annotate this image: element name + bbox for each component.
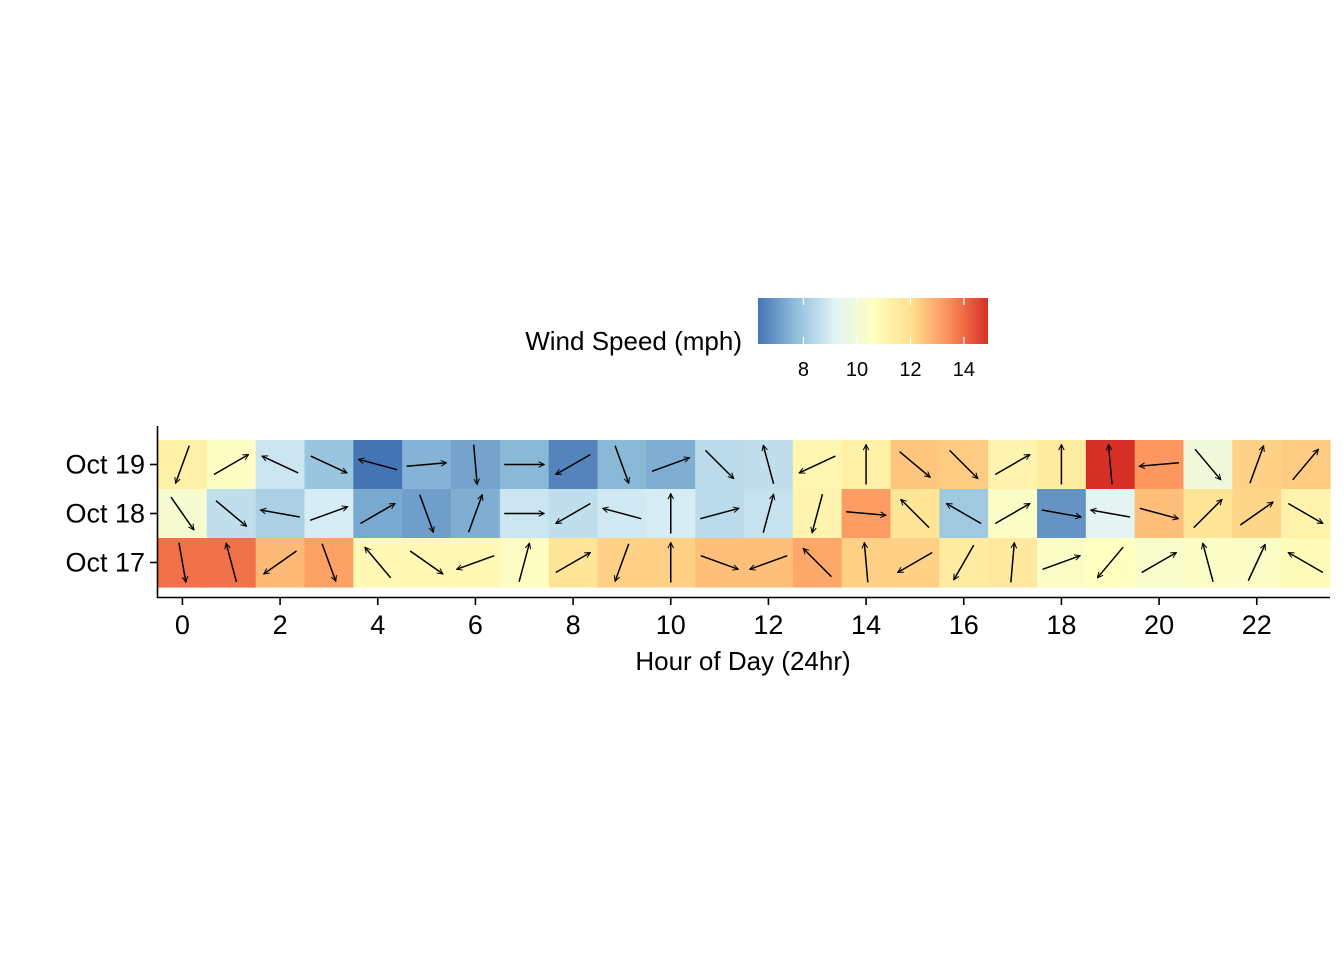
wind-direction-arrow [226, 543, 238, 583]
wind-direction-arrow [1194, 448, 1221, 480]
x-tick-label: 8 [566, 610, 581, 640]
x-tick-label: 0 [175, 610, 190, 640]
wind-direction-arrow [170, 496, 194, 530]
wind-direction-arrow [614, 445, 629, 484]
wind-direction-arrow [358, 459, 398, 471]
wind-direction-arrow [994, 453, 1030, 476]
wind-direction-arrow [321, 543, 336, 582]
wind-direction-arrow [472, 444, 477, 485]
wind-direction-arrow [409, 550, 443, 574]
x-tick-label: 6 [468, 610, 483, 640]
x-axis-ticks: 0 2 4 6 8 10 12 14 16 18 20 22 [175, 598, 1272, 640]
wind-direction-arrow [1139, 462, 1180, 466]
wind-direction-arrow [310, 455, 347, 474]
x-tick-label: 20 [1144, 610, 1174, 640]
wind-direction-arrow [803, 548, 832, 578]
y-tick-label: Oct 17 [65, 548, 145, 578]
wind-direction-arrow [949, 449, 978, 478]
wind-direction-arrow [262, 455, 299, 474]
wind-direction-arrow [264, 550, 297, 574]
wind-direction-arrow [898, 551, 933, 574]
wind-direction-arrow [1042, 556, 1081, 571]
x-axis-title: Hour of Day (24hr) [635, 646, 850, 676]
wind-direction-arrow [1288, 551, 1324, 574]
wind-direction-arrow [260, 510, 300, 518]
wind-direction-arrow [1041, 509, 1081, 517]
legend-ticks: 8 10 12 14 [798, 298, 975, 381]
wind-direction-arrow [213, 453, 249, 476]
wind-direction-arrow [812, 493, 824, 533]
wind-direction-arrow [651, 458, 690, 473]
wind-direction-arrow [750, 554, 788, 570]
wind-direction-arrow [365, 547, 392, 579]
y-axis-ticks: Oct 19 Oct 18 Oct 17 [65, 450, 157, 578]
y-tick-label: Oct 19 [65, 450, 145, 480]
wind-arrows [170, 444, 1324, 583]
wind-direction-arrow [603, 508, 642, 520]
x-tick-label: 16 [949, 610, 979, 640]
x-tick-label: 18 [1046, 610, 1076, 640]
wind-direction-arrow [799, 455, 836, 474]
wind-direction-arrow [419, 494, 434, 533]
wind-direction-arrow [864, 543, 869, 583]
legend-tick-label: 14 [953, 359, 975, 381]
wind-direction-arrow [1249, 446, 1264, 484]
wind-direction-arrow [406, 463, 447, 467]
wind-direction-arrow [1010, 543, 1014, 583]
legend: Wind Speed (mph) 8 10 12 14 [525, 298, 988, 381]
wind-direction-arrow [457, 554, 495, 570]
wind-direction-arrow [1287, 502, 1323, 525]
wind-direction-arrow [1091, 510, 1131, 518]
wind-direction-arrow [899, 451, 931, 478]
wind-direction-arrow [704, 449, 733, 478]
wind-direction-arrow [555, 551, 591, 574]
legend-tick-label: 10 [846, 359, 868, 381]
wind-direction-arrow [700, 554, 739, 570]
wind-direction-arrow [309, 507, 348, 522]
wind-direction-arrow [215, 500, 247, 527]
axes: Oct 19 Oct 18 Oct 17 0 2 4 6 8 10 12 14 16 18 20 22 H… [65, 426, 1330, 676]
wind-direction-arrow [1097, 546, 1124, 578]
wind-direction-arrow [763, 445, 775, 485]
x-tick-label: 12 [753, 610, 783, 640]
wind-direction-arrow [176, 445, 190, 484]
legend-tick-label: 8 [798, 359, 809, 381]
y-tick-label: Oct 18 [65, 499, 145, 529]
wind-direction-arrow [953, 544, 975, 580]
wind-direction-arrow [467, 495, 483, 533]
wind-direction-arrow [846, 511, 886, 515]
x-tick-label: 2 [273, 610, 288, 640]
wind-direction-arrow [615, 543, 630, 582]
wind-direction-arrow [556, 502, 591, 525]
wind-direction-arrow [360, 502, 395, 525]
wind-direction-arrow [1139, 507, 1179, 518]
wind-direction-arrow [1109, 445, 1113, 485]
x-tick-label: 10 [656, 610, 686, 640]
legend-title: Wind Speed (mph) [525, 326, 742, 356]
wind-direction-arrow [518, 543, 529, 583]
legend-tick-label: 12 [899, 359, 921, 381]
wind-direction-arrow [1141, 551, 1177, 574]
wind-direction-arrow [700, 508, 739, 520]
x-tick-label: 4 [370, 610, 385, 640]
legend-color-bar [758, 298, 988, 344]
wind-direction-arrow [1247, 544, 1266, 581]
wind-direction-arrow [1203, 543, 1214, 583]
wind-direction-arrow [946, 502, 982, 525]
wind-direction-arrow [1292, 449, 1319, 481]
wind-direction-arrow [1239, 502, 1273, 526]
wind-direction-arrow [556, 453, 591, 476]
wind-direction-arrow [762, 494, 773, 534]
wind-direction-arrow [178, 542, 186, 582]
x-tick-label: 14 [851, 610, 881, 640]
wind-direction-arrow [994, 502, 1030, 525]
x-tick-label: 22 [1242, 610, 1272, 640]
wind-direction-arrow [901, 499, 930, 529]
wind-direction-arrow [1193, 499, 1222, 529]
